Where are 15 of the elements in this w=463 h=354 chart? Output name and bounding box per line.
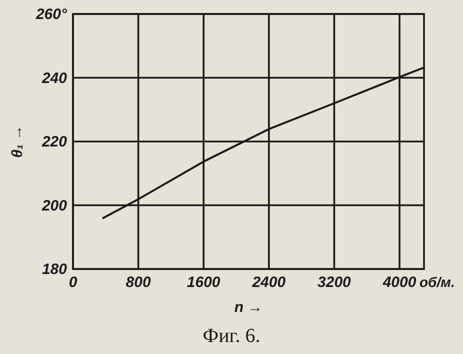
x-tick-label: 1600 — [186, 274, 221, 291]
text: об/м. — [420, 274, 455, 290]
x-tick-label: 4000 — [382, 274, 417, 291]
y-axis-title: θ₁ → — [9, 125, 26, 158]
y-tick-label: 180 — [42, 261, 68, 278]
x-tick-label: 0 — [68, 274, 78, 291]
y-tick-label: 200 — [40, 197, 68, 214]
x-tick-label: 800 — [126, 274, 152, 291]
x-tick-label: 3200 — [318, 274, 352, 291]
y-tick-label: 240 — [40, 70, 68, 87]
x-axis-title: n → — [234, 299, 263, 316]
y-tick-label: 220 — [40, 134, 68, 150]
y-tick-label: 260° — [34, 6, 68, 23]
x-tick-label: 2400 — [251, 274, 286, 291]
text: Фиг. 6. — [202, 325, 260, 347]
